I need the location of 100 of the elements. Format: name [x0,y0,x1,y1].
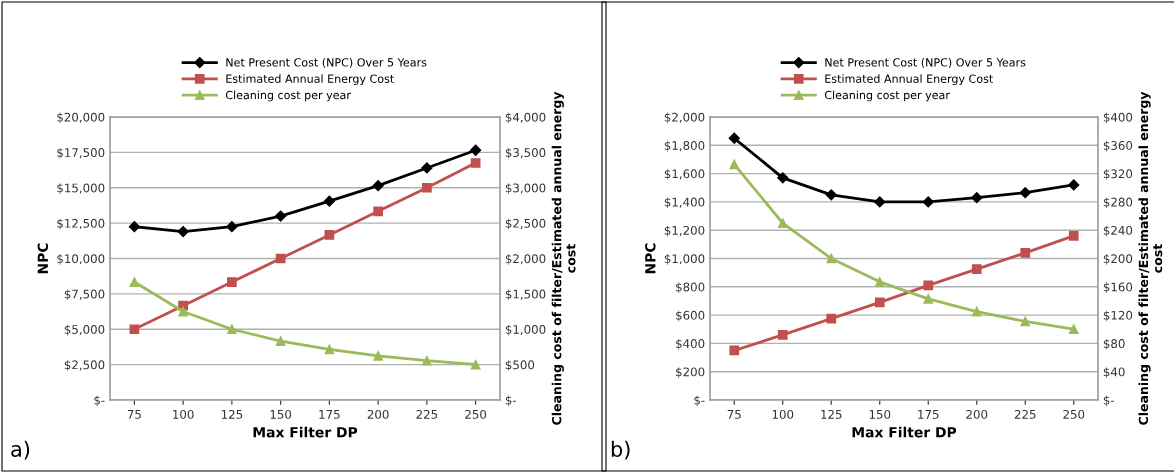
y2-tick-label: $3,000 [505,183,546,194]
y2-tick-label: $160 [1103,282,1133,294]
x-tick-label: 75 [127,410,141,419]
x-tick-label: 125 [821,409,842,419]
point [373,350,383,361]
point [777,330,788,340]
y2-tick-label: $280 [1103,197,1133,209]
point [129,277,140,287]
point [923,293,934,304]
y-tick-label: $1,200 [664,225,705,237]
y2-tick-label: $360 [1103,140,1133,152]
point [729,345,740,356]
point [1068,230,1079,241]
point [470,144,482,156]
point [373,206,383,217]
y2-tick-label: $- [505,395,517,407]
y-tick-label: $17,500 [57,147,105,159]
point [825,189,837,201]
text: a) [11,440,30,460]
y-tick-label: $10,000 [57,254,105,265]
y2-tick-label: $80 [1103,338,1125,350]
point [826,253,837,264]
point [421,162,433,174]
point [777,218,788,228]
point [728,132,740,144]
x-tick-label: 225 [416,409,438,419]
point [874,276,885,287]
text: b) [611,440,630,460]
y2-tick-label: $240 [1103,225,1133,237]
x-tick-label: 250 [465,409,487,419]
y-tick-label: $15,000 [57,183,105,194]
point [227,324,237,335]
point [1019,187,1031,199]
y-tick-label: $5,000 [64,324,105,336]
point [275,336,286,346]
x-tick-label: 150 [869,409,891,419]
point [1068,324,1079,335]
point [324,230,335,240]
point [874,196,886,208]
point [729,159,740,170]
point [323,195,335,207]
y-tick-label: $200 [676,367,705,378]
x-tick-label: 150 [270,409,292,419]
y2-axis-title: Cleaning cost of filter/Estimated annual energy cost [1138,91,1163,425]
point [275,210,287,222]
y-tick-label: $1,600 [664,169,705,180]
y2-tick-label: $2,500 [505,218,546,230]
y-tick-label: $20,000 [57,112,105,124]
y2-axis-title: Cleaning cost of filter/Estimated annual energy cost [551,91,576,425]
legend-label: Net Present Cost (NPC) Over 5 Years [825,57,1026,68]
legend-label: Estimated Annual Energy Cost [226,74,394,86]
y2-tick-label: $4,000 [505,112,546,124]
point [1020,316,1031,327]
y-tick-label: $- [694,395,705,407]
x-tick-label: 175 [918,410,939,419]
legend-label: Cleaning cost per year [225,90,351,102]
y-axis-title: NPC [37,243,49,274]
y-tick-label: $7,500 [64,289,105,301]
y-tick-label: $- [94,395,105,407]
point [227,277,237,287]
point [372,180,384,192]
point [1068,179,1080,191]
point [422,355,432,366]
point [826,313,837,324]
point [470,359,481,370]
point [922,196,934,208]
point [422,182,432,193]
legend-label: Estimated Annual Energy Cost [825,74,993,86]
y2-tick-label: $1,500 [505,289,546,301]
point [1020,247,1031,258]
x-tick-label: 225 [1014,409,1036,419]
point [178,306,188,317]
y2-tick-label: $500 [505,360,535,371]
x-tick-label: 75 [727,410,741,419]
y-axis-title: NPC [645,243,656,274]
point [874,297,885,308]
y-tick-label: $2,000 [664,112,705,124]
point [923,280,934,291]
y2-tick-label: $1,000 [505,324,546,336]
y2-tick-label: $200 [1103,254,1133,265]
x-axis-title: Max Filter DP [852,426,957,438]
y-tick-label: $1,800 [664,140,705,152]
x-tick-label: 100 [173,409,194,419]
point [177,226,189,238]
x-tick-label: 125 [221,409,243,419]
point [971,264,982,274]
legend-label: Net Present Cost (NPC) Over 5 Years [226,57,427,68]
y-tick-label: $400 [676,338,705,350]
point [226,221,238,233]
point [324,344,335,355]
x-axis-title: Max Filter DP [253,426,358,438]
y2-tick-label: $120 [1103,310,1133,322]
legend-label: Cleaning cost per year [824,90,950,102]
point [971,306,982,317]
x-tick-label: 250 [1063,409,1085,419]
y2-tick-label: $320 [1103,169,1133,180]
y2-tick-label: $- [1103,395,1115,407]
x-tick-label: 200 [367,409,389,419]
x-tick-label: 175 [319,410,340,419]
x-tick-label: 100 [772,409,794,419]
